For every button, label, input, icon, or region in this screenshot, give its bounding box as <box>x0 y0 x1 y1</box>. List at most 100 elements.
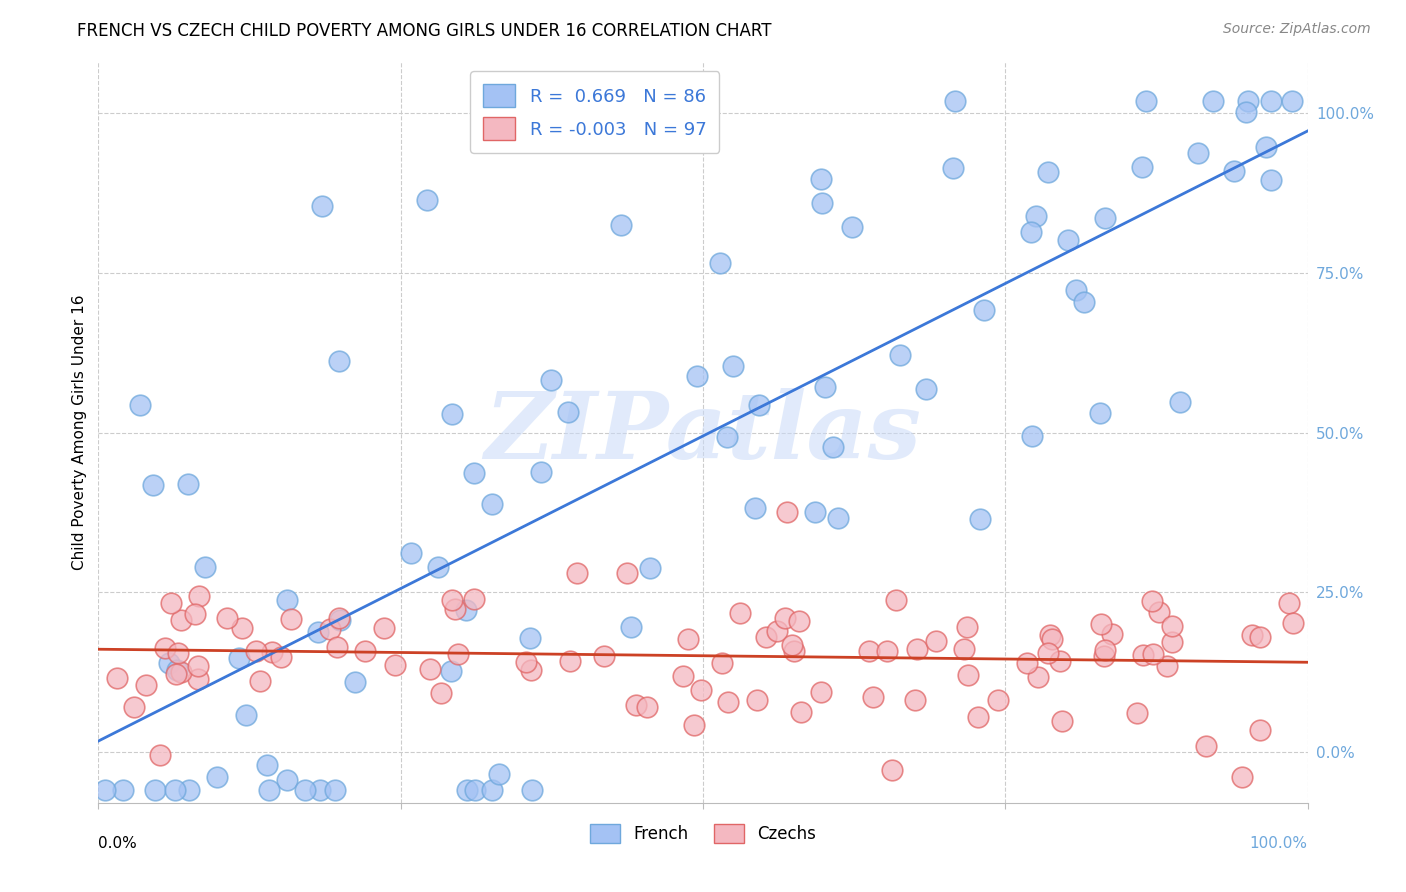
Point <box>1049 654 1071 668</box>
Point <box>593 649 616 664</box>
Point <box>862 690 884 705</box>
Point <box>776 505 799 519</box>
Point <box>1064 284 1087 298</box>
Point <box>384 657 406 672</box>
Point <box>744 501 766 516</box>
Point <box>620 620 643 634</box>
Point <box>1278 596 1301 610</box>
Point <box>353 644 375 658</box>
Text: ZIPatlas: ZIPatlas <box>485 388 921 477</box>
Point <box>766 624 789 638</box>
Point <box>1057 233 1080 247</box>
Point <box>827 511 849 525</box>
Legend: French, Czechs: French, Czechs <box>583 817 823 850</box>
Point <box>773 611 796 625</box>
Point <box>187 673 209 687</box>
Point <box>810 685 832 699</box>
Point <box>1187 145 1209 160</box>
Point <box>676 632 699 646</box>
Point <box>94 783 117 797</box>
Point <box>249 673 271 688</box>
Point <box>1161 635 1184 649</box>
Point <box>904 693 927 707</box>
Point <box>626 698 648 712</box>
Point <box>129 399 152 413</box>
Point <box>780 638 803 652</box>
Point <box>325 783 347 797</box>
Point <box>309 783 332 797</box>
Point <box>560 654 582 668</box>
Point <box>709 256 731 270</box>
Point <box>821 440 844 454</box>
Point <box>952 642 974 657</box>
Point <box>1101 627 1123 641</box>
Point <box>755 631 778 645</box>
Point <box>728 606 751 620</box>
Point <box>1130 160 1153 174</box>
Point <box>1094 211 1116 225</box>
Point <box>942 161 965 175</box>
Point <box>1094 643 1116 657</box>
Point <box>155 641 177 656</box>
Point <box>1021 429 1043 443</box>
Point <box>717 695 740 709</box>
Point <box>858 644 880 658</box>
Text: Source: ZipAtlas.com: Source: ZipAtlas.com <box>1223 22 1371 37</box>
Point <box>1202 94 1225 108</box>
Point <box>905 642 928 657</box>
Point <box>1234 105 1257 120</box>
Point <box>1223 164 1246 178</box>
Point <box>787 614 810 628</box>
Point <box>1090 406 1112 420</box>
Point <box>270 649 292 664</box>
Point <box>1135 94 1157 108</box>
Point <box>280 612 302 626</box>
Point <box>105 671 128 685</box>
Point <box>177 783 200 797</box>
Point <box>789 706 811 720</box>
Point <box>235 708 257 723</box>
Point <box>440 408 463 422</box>
Point <box>1254 140 1277 154</box>
Point <box>1230 770 1253 784</box>
Point <box>464 783 486 797</box>
Point <box>520 783 543 797</box>
Point <box>481 497 503 511</box>
Point <box>326 640 349 654</box>
Point <box>1281 94 1303 108</box>
Point <box>1025 209 1047 223</box>
Point <box>328 611 350 625</box>
Point <box>1147 605 1170 619</box>
Text: FRENCH VS CZECH CHILD POVERTY AMONG GIRLS UNDER 16 CORRELATION CHART: FRENCH VS CZECH CHILD POVERTY AMONG GIRL… <box>77 22 772 40</box>
Point <box>142 478 165 492</box>
Point <box>205 770 228 784</box>
Point <box>215 610 238 624</box>
Point <box>276 773 298 788</box>
Point <box>160 596 183 610</box>
Point <box>257 783 280 797</box>
Point <box>686 369 709 384</box>
Point <box>519 631 541 645</box>
Point <box>184 607 207 621</box>
Point <box>1241 627 1264 641</box>
Point <box>329 613 352 627</box>
Point <box>169 665 191 679</box>
Point <box>167 647 190 661</box>
Point <box>803 505 825 519</box>
Point <box>1040 632 1063 646</box>
Point <box>889 348 911 362</box>
Point <box>783 644 806 658</box>
Point <box>1039 628 1062 642</box>
Point <box>1237 94 1260 108</box>
Point <box>967 710 990 724</box>
Point <box>344 675 367 690</box>
Point <box>986 693 1008 707</box>
Point <box>876 643 898 657</box>
Point <box>188 589 211 603</box>
Point <box>165 667 187 681</box>
Text: 100.0%: 100.0% <box>1250 836 1308 851</box>
Point <box>1260 173 1282 187</box>
Point <box>710 657 733 671</box>
Point <box>187 658 209 673</box>
Point <box>319 622 342 636</box>
